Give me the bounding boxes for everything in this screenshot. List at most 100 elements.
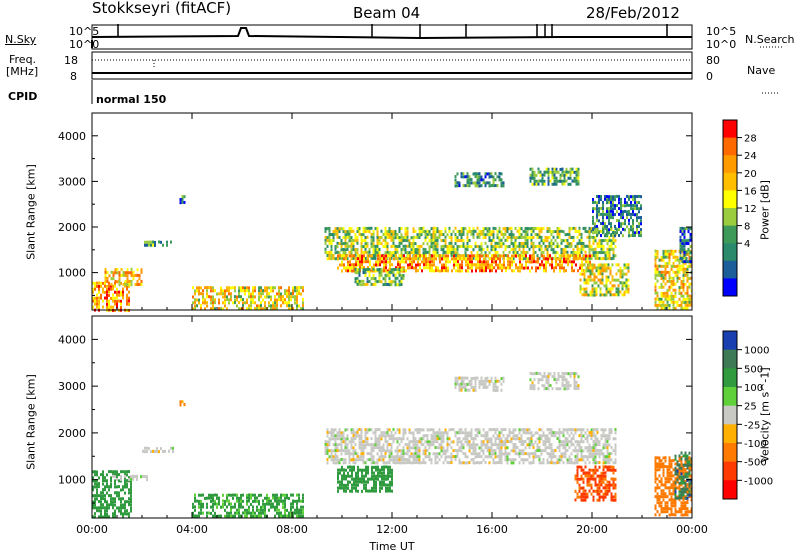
velocity-cell	[494, 382, 497, 386]
velocity-cell	[462, 452, 465, 456]
power-cell	[361, 257, 363, 261]
power-cell	[670, 300, 673, 304]
power-cell	[620, 197, 622, 201]
power-cell	[350, 227, 353, 231]
velocity-cell	[326, 443, 329, 447]
power-cell	[364, 257, 367, 261]
power-cell	[206, 289, 208, 293]
velocity-cell	[586, 458, 589, 462]
power-cell	[336, 229, 339, 233]
velocity-cell	[296, 493, 298, 497]
power-cell	[660, 294, 663, 298]
power-cell	[596, 256, 599, 260]
velocity-cell	[284, 493, 286, 497]
power-cell	[632, 198, 634, 202]
velocity-cell	[522, 431, 525, 435]
power-cell	[413, 254, 415, 258]
velocity-cell	[460, 443, 463, 447]
velocity-cell	[114, 470, 116, 474]
velocity-cell	[286, 508, 288, 512]
velocity-cell	[610, 446, 613, 450]
power-cell	[284, 289, 286, 293]
velocity-cell	[128, 500, 130, 504]
power-cell	[472, 227, 475, 231]
power-cell	[503, 257, 505, 261]
power-cell	[680, 300, 683, 304]
velocity-cell	[348, 455, 351, 459]
velocity-cell	[381, 477, 383, 481]
power-cell	[550, 233, 553, 237]
velocity-cell	[222, 493, 224, 497]
velocity-cell	[378, 440, 381, 444]
power-cell	[678, 304, 681, 308]
velocity-cell	[294, 511, 296, 515]
power-cell	[515, 263, 517, 267]
power-cell	[654, 253, 657, 257]
power-cell	[538, 256, 541, 260]
power-cell	[330, 245, 333, 249]
velocity-cell	[276, 511, 278, 515]
power-cell	[404, 235, 407, 239]
velocity-cell	[340, 457, 343, 461]
power-cell	[576, 229, 579, 233]
power-cell	[513, 269, 515, 273]
power-cell	[417, 269, 419, 273]
velocity-cell	[456, 442, 459, 446]
power-cell	[486, 245, 489, 249]
power-cell	[424, 232, 427, 236]
power-cell	[358, 227, 361, 231]
power-cell	[365, 260, 367, 264]
power-cell	[656, 255, 659, 259]
power-cell	[400, 254, 403, 258]
power-cell	[433, 263, 435, 267]
velocity-cell	[422, 434, 425, 438]
power-cell	[179, 198, 182, 202]
power-cell	[519, 263, 521, 267]
velocity-cell	[240, 502, 242, 506]
power-cell	[552, 248, 555, 252]
power-cell	[581, 260, 583, 264]
velocity-cell	[338, 443, 341, 447]
power-cell	[668, 294, 671, 298]
power-cell	[507, 254, 509, 258]
velocity-cell	[340, 443, 343, 447]
velocity-cell	[606, 437, 609, 441]
power-cell	[480, 178, 483, 182]
power-cell	[96, 299, 98, 303]
power-cell	[392, 251, 395, 255]
velocity-cell	[290, 511, 292, 515]
velocity-cell	[470, 382, 473, 386]
velocity-cell	[342, 434, 345, 438]
velocity-cell	[368, 452, 371, 456]
velocity-cell	[418, 458, 421, 462]
velocity-cell	[124, 500, 126, 504]
velocity-cell	[512, 443, 515, 447]
power-cell	[679, 251, 682, 255]
velocity-cell	[512, 449, 515, 453]
power-cell	[525, 263, 527, 267]
power-cell	[478, 178, 481, 182]
velocity-cell	[438, 437, 441, 441]
power-cell	[214, 298, 216, 302]
velocity-cell	[351, 471, 353, 475]
power-cell	[531, 260, 533, 264]
power-cell	[494, 172, 497, 176]
power-cell	[358, 282, 361, 286]
velocity-cell	[614, 461, 617, 465]
power-cell	[668, 303, 671, 307]
power-cell	[359, 266, 361, 270]
power-cell	[385, 260, 387, 264]
velocity-cell	[126, 473, 128, 477]
power-cell	[484, 175, 487, 179]
power-cell	[326, 257, 329, 261]
velocity-cell	[354, 437, 357, 441]
velocity-cell	[266, 493, 268, 497]
power-cell	[550, 229, 553, 233]
power-cell	[456, 244, 459, 248]
power-cell	[554, 239, 557, 243]
velocity-cell	[428, 458, 431, 462]
power-cell	[598, 244, 601, 248]
velocity-cell	[230, 502, 232, 506]
velocity-cell	[602, 452, 605, 456]
velocity-cell	[338, 449, 341, 453]
